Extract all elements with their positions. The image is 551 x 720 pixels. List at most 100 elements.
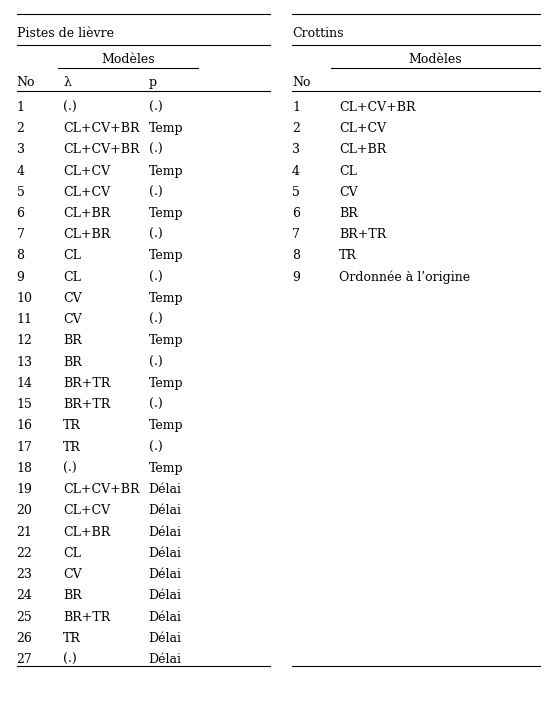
Text: 10: 10 (17, 292, 33, 305)
Text: 1: 1 (17, 101, 25, 114)
Text: 2: 2 (17, 122, 24, 135)
Text: 16: 16 (17, 419, 33, 433)
Text: (.): (.) (63, 462, 77, 475)
Text: 13: 13 (17, 356, 33, 369)
Text: Temp: Temp (149, 250, 183, 263)
Text: (.): (.) (149, 271, 163, 284)
Text: Temp: Temp (149, 334, 183, 348)
Text: No: No (292, 76, 311, 89)
Text: Crottins: Crottins (292, 27, 343, 40)
Text: CV: CV (63, 313, 82, 326)
Text: Délai: Délai (149, 611, 182, 624)
Text: (.): (.) (149, 101, 163, 114)
Text: Modèles: Modèles (408, 53, 462, 66)
Text: CL+CV+BR: CL+CV+BR (63, 143, 140, 156)
Text: 26: 26 (17, 632, 33, 645)
Text: 4: 4 (17, 164, 25, 178)
Text: No: No (17, 76, 35, 89)
Text: (.): (.) (63, 653, 77, 666)
Text: Temp: Temp (149, 207, 183, 220)
Text: 2: 2 (292, 122, 300, 135)
Text: Temp: Temp (149, 419, 183, 433)
Text: 21: 21 (17, 526, 33, 539)
Text: 22: 22 (17, 547, 33, 560)
Text: Temp: Temp (149, 377, 183, 390)
Text: CL+CV: CL+CV (63, 186, 111, 199)
Text: 4: 4 (292, 164, 300, 178)
Text: Délai: Délai (149, 632, 182, 645)
Text: Temp: Temp (149, 164, 183, 178)
Text: TR: TR (63, 419, 81, 433)
Text: CL+CV+BR: CL+CV+BR (339, 101, 415, 114)
Text: 12: 12 (17, 334, 33, 348)
Text: BR+TR: BR+TR (339, 228, 386, 241)
Text: BR+TR: BR+TR (63, 398, 111, 411)
Text: Délai: Délai (149, 568, 182, 581)
Text: p: p (149, 76, 157, 89)
Text: CL+BR: CL+BR (63, 207, 111, 220)
Text: 3: 3 (292, 143, 300, 156)
Text: Délai: Délai (149, 589, 182, 603)
Text: (.): (.) (63, 101, 77, 114)
Text: 1: 1 (292, 101, 300, 114)
Text: CL+BR: CL+BR (63, 526, 111, 539)
Text: λ: λ (63, 76, 71, 89)
Text: CL+CV+BR: CL+CV+BR (63, 122, 140, 135)
Text: 9: 9 (17, 271, 24, 284)
Text: Délai: Délai (149, 504, 182, 518)
Text: CV: CV (63, 292, 82, 305)
Text: 8: 8 (292, 250, 300, 263)
Text: (.): (.) (149, 186, 163, 199)
Text: Ordonnée à l’origine: Ordonnée à l’origine (339, 271, 470, 284)
Text: 23: 23 (17, 568, 33, 581)
Text: (.): (.) (149, 356, 163, 369)
Text: (.): (.) (149, 143, 163, 156)
Text: 25: 25 (17, 611, 33, 624)
Text: Pistes de lièvre: Pistes de lièvre (17, 27, 114, 40)
Text: 18: 18 (17, 462, 33, 475)
Text: CL: CL (339, 164, 356, 178)
Text: BR: BR (63, 334, 82, 348)
Text: Temp: Temp (149, 122, 183, 135)
Text: CL: CL (63, 250, 81, 263)
Text: (.): (.) (149, 441, 163, 454)
Text: 11: 11 (17, 313, 33, 326)
Text: (.): (.) (149, 313, 163, 326)
Text: Délai: Délai (149, 526, 182, 539)
Text: 24: 24 (17, 589, 33, 603)
Text: BR+TR: BR+TR (63, 611, 111, 624)
Text: BR: BR (63, 356, 82, 369)
Text: 3: 3 (17, 143, 25, 156)
Text: Délai: Délai (149, 483, 182, 496)
Text: 7: 7 (292, 228, 300, 241)
Text: TR: TR (63, 441, 81, 454)
Text: (.): (.) (149, 228, 163, 241)
Text: BR: BR (339, 207, 358, 220)
Text: CL+BR: CL+BR (63, 228, 111, 241)
Text: CL+CV: CL+CV (63, 504, 111, 518)
Text: BR: BR (63, 589, 82, 603)
Text: Délai: Délai (149, 547, 182, 560)
Text: 5: 5 (17, 186, 24, 199)
Text: Délai: Délai (149, 653, 182, 666)
Text: TR: TR (63, 632, 81, 645)
Text: Modèles: Modèles (101, 53, 155, 66)
Text: 19: 19 (17, 483, 33, 496)
Text: 9: 9 (292, 271, 300, 284)
Text: CL+CV: CL+CV (63, 164, 111, 178)
Text: 14: 14 (17, 377, 33, 390)
Text: 5: 5 (292, 186, 300, 199)
Text: 8: 8 (17, 250, 25, 263)
Text: Temp: Temp (149, 462, 183, 475)
Text: CL: CL (63, 271, 81, 284)
Text: 27: 27 (17, 653, 33, 666)
Text: BR+TR: BR+TR (63, 377, 111, 390)
Text: CL+BR: CL+BR (339, 143, 386, 156)
Text: CL+CV: CL+CV (339, 122, 386, 135)
Text: 6: 6 (292, 207, 300, 220)
Text: 20: 20 (17, 504, 33, 518)
Text: 15: 15 (17, 398, 33, 411)
Text: Temp: Temp (149, 292, 183, 305)
Text: CV: CV (339, 186, 358, 199)
Text: 17: 17 (17, 441, 33, 454)
